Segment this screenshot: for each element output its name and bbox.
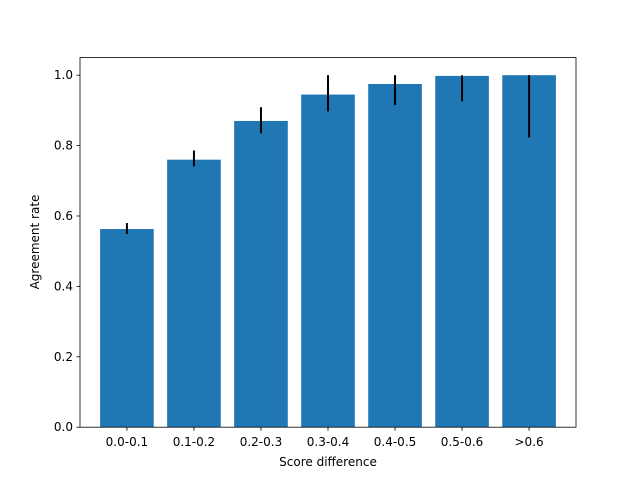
y-tick-label: 0.6 <box>54 209 73 223</box>
bar <box>167 159 221 428</box>
x-tick-label: 0.4-0.5 <box>374 435 417 449</box>
y-tick-label: 0.0 <box>54 420 73 434</box>
y-tick-label: 1.0 <box>54 68 73 82</box>
bar <box>435 75 489 428</box>
bar <box>100 229 154 428</box>
x-tick-label: 0.1-0.2 <box>173 435 216 449</box>
x-tick-label: 0.2-0.3 <box>240 435 283 449</box>
axes-frame <box>79 57 577 428</box>
x-axis-label: Score difference <box>279 455 377 469</box>
y-tick-label: 0.2 <box>54 350 73 364</box>
y-tick-label: 0.4 <box>54 279 73 293</box>
y-tick-label: 0.8 <box>54 139 73 153</box>
bar <box>234 120 288 428</box>
y-axis-label: Agreement rate <box>28 195 42 290</box>
x-tick-label: >0.6 <box>515 435 544 449</box>
x-tick-label: 0.5-0.6 <box>441 435 484 449</box>
x-tick-label: 0.0-0.1 <box>106 435 149 449</box>
bar <box>301 94 355 428</box>
bar <box>368 84 422 428</box>
x-tick-label: 0.3-0.4 <box>307 435 350 449</box>
